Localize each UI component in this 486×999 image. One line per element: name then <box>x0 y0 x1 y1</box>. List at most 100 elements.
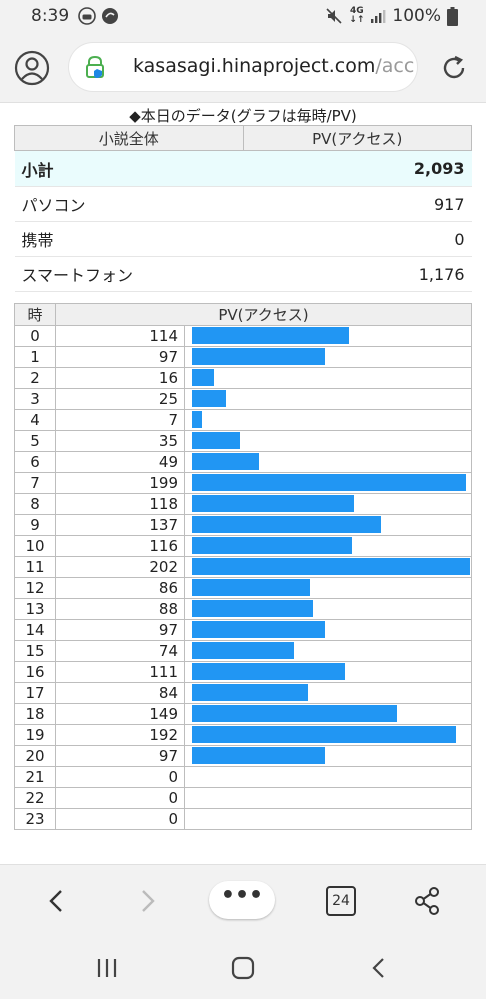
pv-bar-cell <box>184 388 472 410</box>
hour-cell: 15 <box>14 640 56 662</box>
pv-count-cell: 49 <box>55 451 185 473</box>
summary-value: 1,176 <box>243 256 472 292</box>
hourly-row: 14 97 <box>14 619 472 641</box>
pv-bar-cell <box>184 367 472 389</box>
pv-bar <box>192 474 466 491</box>
hourly-row: 19 192 <box>14 724 472 746</box>
pv-bar-cell <box>184 325 472 347</box>
hour-cell: 9 <box>14 514 56 536</box>
pv-count-cell: 0 <box>55 766 185 788</box>
pv-count-cell: 16 <box>55 367 185 389</box>
hour-cell: 17 <box>14 682 56 704</box>
summary-row-smartphone: スマートフォン 1,176 <box>14 256 472 292</box>
hourly-row: 0 114 <box>14 325 472 347</box>
hour-cell: 11 <box>14 556 56 578</box>
pv-bar-cell <box>184 598 472 620</box>
hourly-row: 6 49 <box>14 451 472 473</box>
hour-cell: 21 <box>14 766 56 788</box>
pv-count-cell: 7 <box>55 409 185 431</box>
profile-icon[interactable] <box>14 50 50 86</box>
pv-count-cell: 86 <box>55 577 185 599</box>
pv-bar-cell <box>184 745 472 767</box>
pv-bar <box>192 663 345 680</box>
pv-count-cell: 116 <box>55 535 185 557</box>
hour-cell: 1 <box>14 346 56 368</box>
pv-count-cell: 0 <box>55 808 185 830</box>
back-icon[interactable] <box>41 885 73 917</box>
recent-apps-icon[interactable] <box>94 955 120 981</box>
status-bar: 8:39 4G ↓↑ 100% <box>0 0 486 34</box>
pv-bar-cell <box>184 808 472 830</box>
pv-bar <box>192 369 214 386</box>
forward-icon[interactable] <box>131 885 163 917</box>
summary-label: スマートフォン <box>14 256 243 292</box>
hourly-row: 13 88 <box>14 598 472 620</box>
browser-url-bar: kasasagi.hinaproject.com/acc <box>0 34 486 103</box>
pv-bar <box>192 516 381 533</box>
pv-count-cell: 25 <box>55 388 185 410</box>
signal-icon <box>371 10 386 23</box>
hourly-row: 11 202 <box>14 556 472 578</box>
pv-count-cell: 35 <box>55 430 185 452</box>
hour-cell: 0 <box>14 325 56 347</box>
pv-bar <box>192 642 294 659</box>
hour-cell: 13 <box>14 598 56 620</box>
pv-count-cell: 192 <box>55 724 185 746</box>
pv-bar-cell <box>184 514 472 536</box>
hour-cell: 8 <box>14 493 56 515</box>
pv-bar-cell <box>184 577 472 599</box>
pv-bar-cell <box>184 430 472 452</box>
reload-icon[interactable] <box>440 54 468 82</box>
home-icon[interactable] <box>230 955 256 981</box>
hourly-rows: 0 114 1 97 2 16 3 25 4 7 5 35 6 49 7 199 8 118 9 137 10 116 11… <box>14 325 472 830</box>
pv-bar-cell <box>184 787 472 809</box>
summary-row-subtotal: 小計 2,093 <box>14 150 472 187</box>
summary-value: 0 <box>243 221 472 257</box>
pv-bar <box>192 747 325 764</box>
status-right: 4G ↓↑ 100% <box>325 6 458 26</box>
pv-bar-cell <box>184 661 472 683</box>
more-menu-button[interactable]: ••• <box>209 881 275 919</box>
hourly-row: 15 74 <box>14 640 472 662</box>
pv-count-cell: 114 <box>55 325 185 347</box>
pv-bar-cell <box>184 619 472 641</box>
summary-label: 小計 <box>14 150 243 187</box>
status-time: 8:39 <box>31 6 70 26</box>
hourly-row: 2 16 <box>14 367 472 389</box>
hour-cell: 7 <box>14 472 56 494</box>
hourly-row: 8 118 <box>14 493 472 515</box>
hourly-row: 22 0 <box>14 787 472 809</box>
pv-bar <box>192 390 226 407</box>
mute-icon <box>326 8 342 24</box>
hour-cell: 2 <box>14 367 56 389</box>
pv-bar <box>192 558 470 575</box>
pv-count-cell: 97 <box>55 346 185 368</box>
share-icon[interactable] <box>411 885 443 917</box>
hour-cell: 16 <box>14 661 56 683</box>
hourly-row: 9 137 <box>14 514 472 536</box>
pv-bar <box>192 453 259 470</box>
pv-bar-cell <box>184 556 472 578</box>
url-field[interactable]: kasasagi.hinaproject.com/acc <box>69 43 417 91</box>
pv-count-cell: 84 <box>55 682 185 704</box>
pv-count-cell: 0 <box>55 787 185 809</box>
pv-count-cell: 118 <box>55 493 185 515</box>
pv-count-cell: 149 <box>55 703 185 725</box>
hourly-row: 20 97 <box>14 745 472 767</box>
summary-value: 2,093 <box>243 150 472 187</box>
page-content: ◆本日のデータ(グラフは毎時/PV) 小説全体 PV(アクセス) 小計 2,09… <box>0 103 486 863</box>
pv-bar-cell <box>184 640 472 662</box>
pv-bar <box>192 537 352 554</box>
pv-bar <box>192 327 349 344</box>
pv-bar <box>192 600 313 617</box>
summary-row-pc: パソコン 917 <box>14 186 472 222</box>
battery-percent: 100% <box>392 6 441 26</box>
nav-back-icon[interactable] <box>366 955 392 981</box>
hour-cell: 14 <box>14 619 56 641</box>
url-path: /acc <box>375 55 415 77</box>
hourly-header: 時 PV(アクセス) <box>14 303 472 326</box>
hourly-row: 12 86 <box>14 577 472 599</box>
tabs-button[interactable]: 24 <box>326 886 356 916</box>
pv-bar-cell <box>184 409 472 431</box>
pv-bar <box>192 432 240 449</box>
